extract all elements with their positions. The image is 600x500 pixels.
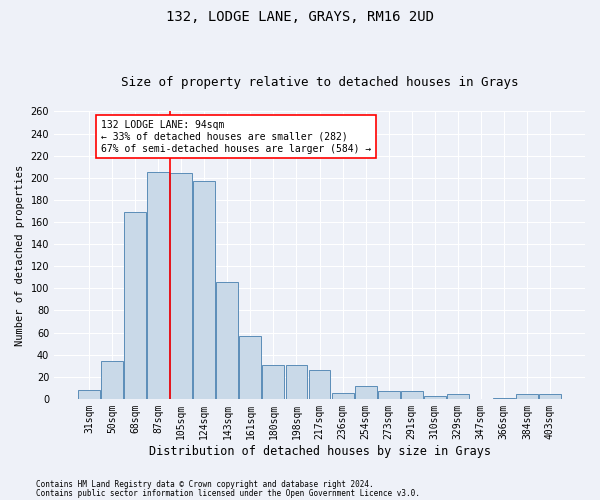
Text: Contains public sector information licensed under the Open Government Licence v3: Contains public sector information licen… [36,488,420,498]
Bar [286,364,307,399]
Bar [355,386,377,399]
Text: 132 LODGE LANE: 94sqm
← 33% of detached houses are smaller (282)
67% of semi-det: 132 LODGE LANE: 94sqm ← 33% of detached … [101,120,371,154]
Bar [217,282,238,399]
Bar [447,394,469,399]
Bar [124,212,146,399]
Bar [377,391,400,399]
Bar [539,394,561,399]
Bar [262,364,284,399]
Bar [493,398,515,399]
Text: 132, LODGE LANE, GRAYS, RM16 2UD: 132, LODGE LANE, GRAYS, RM16 2UD [166,10,434,24]
Bar [78,390,100,399]
Y-axis label: Number of detached properties: Number of detached properties [15,164,25,346]
X-axis label: Distribution of detached houses by size in Grays: Distribution of detached houses by size … [149,444,491,458]
Bar [332,394,353,399]
Bar [170,174,192,399]
Bar [101,362,123,399]
Bar [516,394,538,399]
Bar [239,336,262,399]
Bar [193,181,215,399]
Bar [401,391,422,399]
Text: Contains HM Land Registry data © Crown copyright and database right 2024.: Contains HM Land Registry data © Crown c… [36,480,374,489]
Title: Size of property relative to detached houses in Grays: Size of property relative to detached ho… [121,76,518,90]
Bar [147,172,169,399]
Bar [424,396,446,399]
Bar [308,370,331,399]
